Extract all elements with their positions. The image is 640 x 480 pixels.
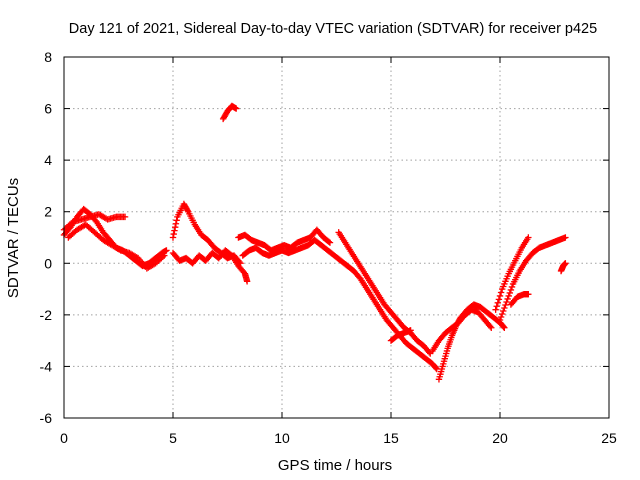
x-tick-label: 10 bbox=[274, 430, 290, 446]
y-tick-label: 0 bbox=[44, 255, 52, 271]
x-tick-label: 20 bbox=[492, 430, 508, 446]
data-point bbox=[425, 349, 433, 356]
data-point bbox=[497, 313, 505, 321]
data-point bbox=[121, 213, 129, 221]
series-track-e bbox=[169, 247, 251, 285]
data-point bbox=[173, 217, 180, 224]
data-point bbox=[486, 323, 494, 330]
series-track-p bbox=[557, 260, 569, 275]
series-track-m bbox=[492, 234, 532, 313]
data-point bbox=[562, 234, 569, 241]
series-track-h bbox=[239, 236, 440, 373]
series-track-f bbox=[219, 102, 240, 123]
data-point bbox=[325, 238, 333, 245]
data-point bbox=[407, 327, 414, 334]
y-tick-label: 6 bbox=[44, 101, 52, 117]
data-point bbox=[506, 289, 514, 297]
data-point bbox=[172, 220, 180, 227]
data-point bbox=[501, 304, 508, 312]
series-track-j bbox=[387, 327, 414, 344]
data-point bbox=[171, 223, 179, 231]
data-point bbox=[116, 246, 123, 253]
plot-frame bbox=[63, 56, 610, 419]
data-point bbox=[496, 316, 504, 324]
data-point bbox=[169, 234, 177, 241]
data-point bbox=[500, 323, 507, 331]
data-point bbox=[171, 227, 178, 234]
x-tick-label: 0 bbox=[60, 430, 68, 446]
data-point bbox=[503, 298, 510, 306]
data-point bbox=[502, 301, 509, 309]
data-point bbox=[501, 324, 508, 331]
x-tick-label: 15 bbox=[383, 430, 399, 446]
series-track-n bbox=[496, 234, 569, 324]
data-point bbox=[170, 230, 177, 238]
data-point bbox=[504, 295, 511, 303]
data-point bbox=[496, 292, 504, 300]
x-tick-label: 5 bbox=[169, 430, 177, 446]
series-track-l bbox=[429, 306, 495, 355]
data-marks bbox=[60, 102, 569, 383]
data-point bbox=[525, 291, 532, 298]
x-axis-label: GPS time / hours bbox=[278, 457, 392, 474]
y-tick-label: 2 bbox=[44, 204, 52, 220]
y-tick-label: -2 bbox=[40, 307, 53, 323]
data-point bbox=[494, 299, 502, 307]
data-point bbox=[184, 207, 191, 214]
y-tick-label: 8 bbox=[44, 49, 52, 65]
data-point bbox=[500, 307, 507, 315]
x-tick-label: 25 bbox=[601, 430, 617, 446]
data-point bbox=[507, 286, 515, 294]
data-point bbox=[159, 253, 167, 261]
data-point bbox=[495, 296, 503, 303]
data-point bbox=[432, 364, 440, 372]
y-tick-label: -4 bbox=[40, 358, 53, 374]
y-tick-label: -6 bbox=[40, 410, 53, 426]
data-point bbox=[493, 303, 500, 310]
series-track-b bbox=[60, 211, 129, 233]
data-point bbox=[562, 260, 569, 267]
data-point bbox=[505, 292, 512, 300]
data-point bbox=[525, 234, 532, 241]
data-point bbox=[326, 239, 334, 246]
data-point bbox=[163, 247, 170, 254]
series-track-c bbox=[65, 221, 168, 272]
series-track-g bbox=[235, 226, 334, 254]
data-point bbox=[497, 289, 505, 296]
y-tick-label: 4 bbox=[44, 152, 52, 168]
data-point bbox=[508, 283, 516, 291]
data-point bbox=[492, 306, 499, 313]
data-point bbox=[498, 310, 506, 318]
data-point bbox=[161, 252, 168, 259]
chart-title: Day 121 of 2021, Sidereal Day-to-day VTE… bbox=[69, 21, 597, 37]
series-track-o bbox=[507, 291, 532, 308]
data-point bbox=[233, 105, 240, 112]
series-track-i bbox=[335, 229, 434, 357]
y-axis-label: SDTVAR / TECUs bbox=[5, 178, 22, 298]
data-point bbox=[488, 324, 495, 331]
data-point bbox=[243, 278, 251, 285]
series-track-k bbox=[435, 301, 508, 383]
